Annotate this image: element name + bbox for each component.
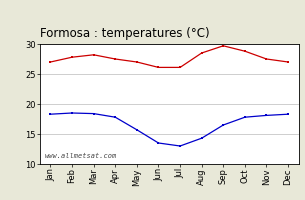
Text: Formosa : temperatures (°C): Formosa : temperatures (°C)	[40, 27, 209, 40]
Text: www.allmetsat.com: www.allmetsat.com	[45, 153, 117, 159]
